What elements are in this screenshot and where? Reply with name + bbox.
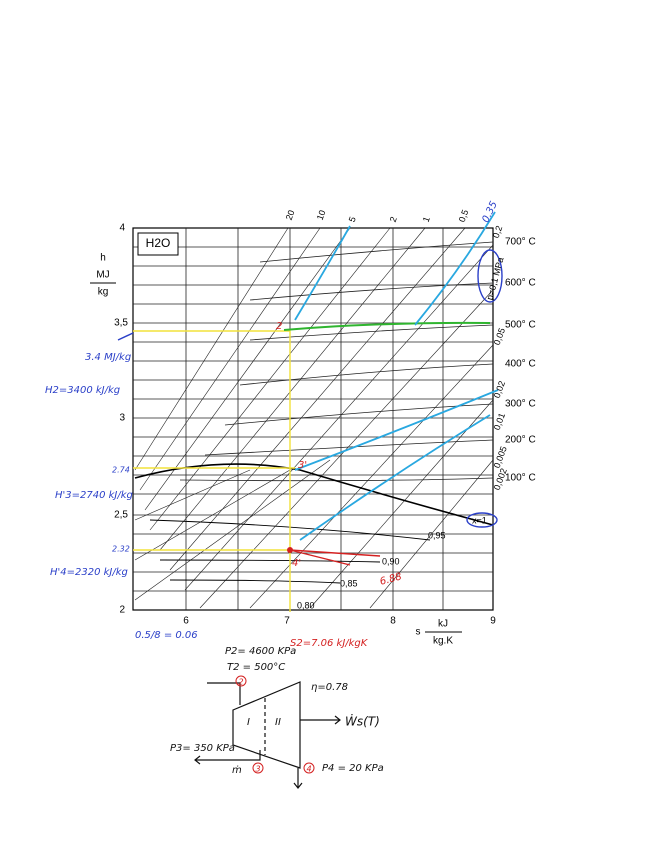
temperature-label: 300° C	[505, 399, 536, 410]
x-axis-unit: kg.K	[433, 636, 453, 647]
quality-label: 0,80	[297, 600, 315, 610]
state-label: 2	[276, 321, 282, 332]
quality-label: x=1	[472, 515, 487, 525]
temperature-label: 100° C	[505, 473, 536, 484]
y-tick-label: 3,5	[114, 318, 128, 329]
state-label: 4	[306, 765, 311, 774]
x-tick-label: 7	[284, 616, 290, 627]
annotation: ṁ	[232, 765, 242, 776]
quality-line	[169, 579, 341, 584]
annotation: 2.32	[112, 545, 130, 554]
y-tick-label: 4	[119, 223, 125, 234]
turbine-sketch	[194, 681, 341, 789]
annotation: H2=3400 kJ/kg	[45, 385, 120, 396]
annotation: T2 = 500°C	[227, 662, 285, 673]
pressure-label: 1	[421, 215, 432, 223]
quality-label: 0,90	[382, 556, 400, 566]
annotation: Ẇs(T)	[345, 714, 380, 729]
process-lines	[117, 211, 503, 612]
y-axis-symbol: h	[100, 253, 106, 264]
temperature-label: 200° C	[505, 435, 536, 446]
title-box	[137, 232, 179, 256]
y-axis-unit: kg	[98, 287, 109, 298]
state-label: 2	[238, 678, 243, 687]
x-axis-symbol: s	[416, 627, 421, 638]
pressure-label: 5	[347, 215, 358, 223]
annotation: H'4=2320 kJ/kg	[50, 567, 128, 578]
annotation: 0.5/8 = 0.06	[135, 630, 198, 641]
chart-frame	[132, 227, 494, 611]
annotation: 3.4 MJ/kg	[85, 352, 131, 363]
stage-label: I	[247, 717, 250, 728]
y-tick-label: 3	[119, 413, 125, 424]
temperature-label: 700° C	[505, 237, 536, 248]
pressure-label: 0,5	[457, 208, 471, 223]
isobars	[134, 227, 494, 609]
pressure-label: 0,02	[492, 380, 507, 400]
y-tick-label: 2,5	[114, 510, 128, 521]
x-tick-label: 9	[490, 616, 496, 627]
x-tick-label: 8	[390, 616, 396, 627]
pressure-label: 10	[315, 209, 328, 222]
y-tick-label: 2	[119, 605, 125, 616]
pressure-label: 20	[284, 209, 297, 222]
state-label: 3'	[298, 460, 307, 471]
saturation-line	[134, 463, 494, 526]
annotation: P2= 4600 KPa	[225, 646, 296, 657]
annotation: P4 = 20 KPa	[322, 763, 384, 774]
temperature-label: 600° C	[505, 278, 536, 289]
annotation: S2=7.06 kJ/kgK	[290, 638, 369, 649]
annotation: P3= 350 KPa	[170, 743, 235, 754]
temperature-label: 500° C	[505, 320, 536, 331]
quality-line	[149, 519, 431, 541]
chart-title: H2O	[146, 236, 171, 250]
y-axis-unit: MJ	[96, 270, 109, 281]
state-label: 3	[255, 765, 260, 774]
annotation: η=0.78	[311, 682, 348, 693]
isotherms	[179, 241, 494, 482]
state-circles	[235, 675, 315, 774]
annotation: 6.88	[379, 571, 403, 587]
state-point	[287, 547, 293, 553]
pressure-label: 0,2	[491, 224, 505, 239]
quality-label: 0,95	[428, 530, 446, 540]
x-axis-unit: kJ	[438, 619, 448, 630]
grid	[133, 228, 493, 610]
stage-label: II	[275, 717, 281, 728]
pressure-label: 0,005	[492, 445, 509, 470]
state-label: 4'	[292, 558, 301, 569]
pressure-label: 0,01	[492, 412, 507, 432]
quality-label: 0,85	[340, 578, 358, 588]
x-tick-label: 6	[183, 616, 189, 627]
annotation: 0.35	[480, 200, 499, 225]
quality-line	[159, 559, 381, 563]
pressure-label: 2	[388, 215, 399, 223]
temperature-label: 400° C	[505, 359, 536, 370]
annotation: 2.74	[112, 466, 130, 475]
annotation: H'3=2740 kJ/kg	[55, 490, 133, 501]
